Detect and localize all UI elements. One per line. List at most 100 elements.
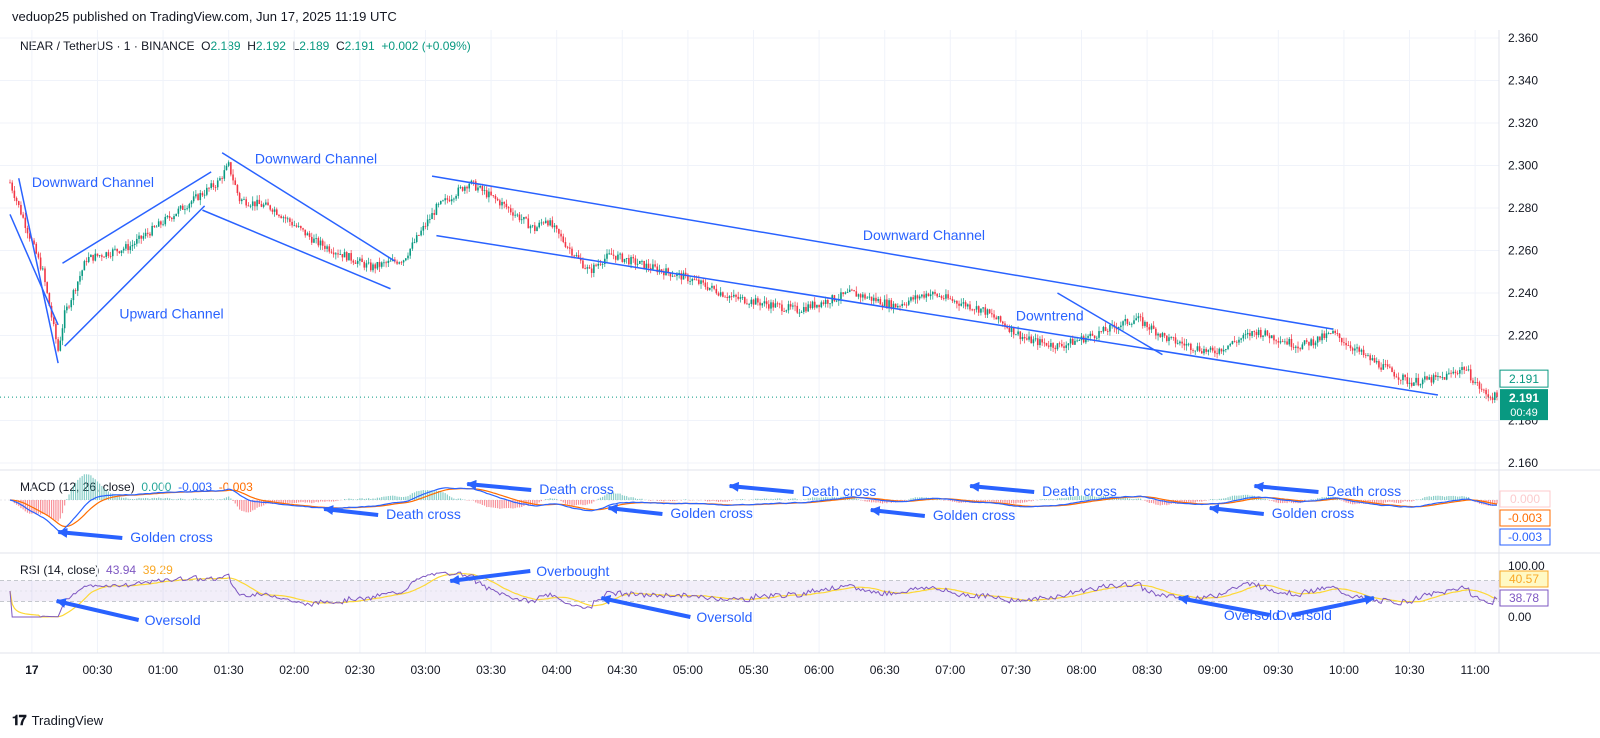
trendline[interactable] [202,209,391,290]
trendline[interactable] [436,234,1439,396]
candle-body [66,306,68,311]
candle-body [973,309,976,311]
candle-body [1229,344,1232,346]
channel-label[interactable]: Downtrend [1016,308,1084,324]
change-value: +0.002 (+0.09%) [381,39,471,53]
candle-body [698,279,700,284]
rsi-legend[interactable]: RSI (14, close) 43.94 39.29 [20,563,173,577]
candle-body [1260,329,1262,337]
candle-body [464,186,466,191]
macd-annotation[interactable]: Golden cross [670,505,752,521]
candle-body [188,204,191,209]
rsi-annotation[interactable]: Overbought [536,563,609,579]
candle-body [136,238,138,244]
low-label: L [292,39,300,53]
rsi-annotation[interactable]: Oversold [145,612,201,628]
price-tick-label: 2.260 [1508,244,1538,258]
rsi-annotation[interactable]: Oversold [1224,607,1280,623]
candle-body [1078,340,1081,341]
candle-body [24,217,27,228]
macd-annotation[interactable]: Golden cross [933,507,1015,523]
channel-label[interactable]: Downward Channel [32,174,154,190]
candle-body [899,305,901,307]
candle-body [582,260,584,269]
candle-body [1336,333,1339,334]
candle-body [846,292,849,293]
macd-annotation[interactable]: Death cross [386,506,461,522]
candle-body [1133,320,1135,324]
channel-label[interactable]: Downward Channel [255,150,377,166]
annotations[interactable]: Downward Channel Upward Channel Downward C… [32,150,1401,628]
trendline[interactable] [431,175,1334,330]
macd-hist-value: 0.000 [141,480,172,494]
candle-body [1273,335,1275,341]
channel-label[interactable]: Downward Channel [863,227,985,243]
macd-annotation[interactable]: Death cross [802,483,877,499]
candle-body [13,190,16,198]
candle-body [1128,323,1131,325]
candle-body [748,303,750,305]
trendline[interactable] [18,178,59,364]
macd-annotation[interactable]: Death cross [1326,483,1401,499]
rsi-annotation[interactable]: Oversold [696,609,752,625]
candle-body [1465,369,1468,371]
candle-body [1257,329,1260,336]
candle-body [761,303,764,306]
candle-body [1043,342,1046,344]
symbol-legend[interactable]: NEAR / TetherUS · 1 · BINANCE O2.189 H2.… [20,39,471,53]
candle-body [595,264,597,266]
candle-body [623,258,626,262]
candle-body [459,187,462,188]
candle-body [153,225,156,227]
candle-body [133,243,136,245]
candle-body [37,253,40,258]
time-tick-label: 06:00 [804,663,834,677]
candle-body [1063,346,1065,348]
candle-body [875,297,877,302]
candle-body [293,225,296,227]
candle-body [260,204,263,207]
candle-body [1290,338,1293,347]
candle-body [750,299,753,304]
candle-body [1087,336,1089,338]
candle-body [719,292,722,296]
candle-body [116,248,118,252]
candle-body [85,261,88,262]
candle-body [733,294,735,297]
macd-annotation[interactable]: Golden cross [1272,505,1354,521]
trendline[interactable] [62,171,212,264]
candle-body [1196,346,1199,351]
trendline[interactable] [64,205,206,347]
candle-body [739,297,742,299]
time-tick-label: 11:00 [1461,663,1490,677]
candle-body [656,266,659,273]
candle-body [1172,336,1175,338]
trendlines[interactable] [9,152,1439,396]
trendline[interactable] [1057,292,1163,356]
candle-body [569,247,571,249]
candle-body [363,262,366,268]
channel-label[interactable]: Upward Channel [119,306,223,322]
candle-body [1393,371,1396,377]
candle-body [496,198,499,201]
time-tick-label: 03:30 [476,663,506,677]
candle-body [1347,345,1350,347]
open-value: 2.189 [210,39,241,53]
macd-annotation[interactable]: Golden cross [130,529,212,545]
rsi-line [9,571,1498,618]
tradingview-brand[interactable]: 𝟏𝟕 TradingView [12,712,103,729]
price-tick-label: 2.280 [1508,201,1538,215]
candle-body [1249,332,1251,336]
trendline[interactable] [221,152,396,262]
trendline[interactable] [9,214,59,326]
candle-body [628,258,630,265]
macd-annotation[interactable]: Death cross [1042,483,1117,499]
candle-body [842,292,844,295]
candle-body [1187,343,1190,345]
candle-body [1032,339,1035,344]
macd-annotation[interactable]: Death cross [539,481,614,497]
macd-line [9,487,1498,532]
candle-body [385,262,387,264]
candle-body [879,298,882,305]
